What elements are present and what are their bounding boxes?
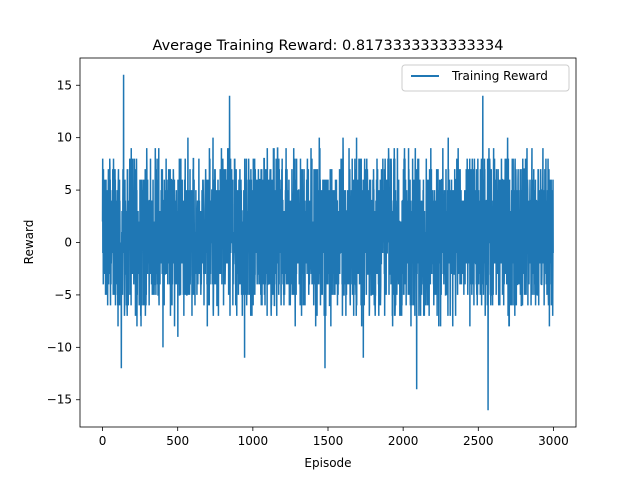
- y-tick-label: −5: [54, 288, 72, 302]
- y-tick-label: −10: [47, 340, 72, 354]
- y-tick-label: −15: [47, 393, 72, 407]
- x-tick-label: 1000: [238, 434, 269, 448]
- x-tick-label: 2000: [388, 434, 419, 448]
- y-axis-label: Reward: [22, 220, 36, 265]
- chart-title: Average Training Reward: 0.8173333333333…: [153, 38, 504, 54]
- x-tick-label: 0: [99, 434, 107, 448]
- legend-box: [401, 64, 570, 92]
- legend-label-training-reward: Training Reward: [451, 69, 548, 83]
- plot-area: [101, 74, 554, 411]
- y-axis-ticks: −15 −10 −5 0 5 10 15: [47, 78, 80, 407]
- axes-frame: [79, 57, 577, 428]
- x-tick-label: 3000: [538, 434, 569, 448]
- x-tick-label: 500: [166, 434, 189, 448]
- x-axis-label: Episode: [304, 456, 351, 470]
- x-tick-label: 1500: [313, 434, 344, 448]
- y-tick-label: 10: [57, 131, 72, 145]
- x-axis-ticks: 0 500 1000 1500 2000 2500 3000: [99, 427, 569, 448]
- y-tick-label: 0: [64, 236, 72, 250]
- x-tick-label: 2500: [463, 434, 494, 448]
- y-tick-label: 15: [57, 78, 72, 92]
- legend: Training Reward: [401, 64, 570, 92]
- y-tick-label: 5: [64, 183, 72, 197]
- series-line-training-reward: [101, 74, 554, 411]
